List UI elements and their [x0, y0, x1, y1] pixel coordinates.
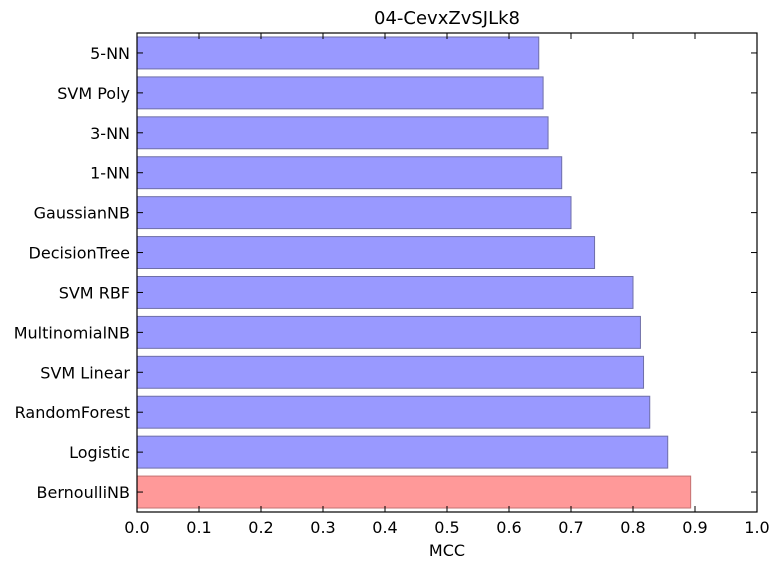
bar-svm-poly	[136, 76, 544, 110]
x-tick-label: 1.0	[744, 518, 769, 537]
x-tick-label: 0.2	[248, 518, 273, 537]
x-tick-label: 0.3	[310, 518, 335, 537]
bar-decisiontree	[136, 236, 596, 270]
bar-logistic	[136, 435, 669, 469]
bar-1-nn	[136, 156, 563, 190]
x-tick-label: 0.7	[558, 518, 583, 537]
bar-5-nn	[136, 36, 540, 70]
y-tick-label: MultinomialNB	[14, 323, 130, 342]
y-tick-label: BernoulliNB	[37, 483, 130, 502]
x-tick-label: 0.5	[434, 518, 459, 537]
y-tick-label: GaussianNB	[34, 204, 130, 223]
plot-frame	[136, 32, 758, 513]
y-axis: 5-NN SVM Poly 3-NN 1-NN GaussianNB DecisionTr…	[14, 44, 757, 502]
x-tick-label: 0.9	[682, 518, 707, 537]
bar-svm-linear	[136, 355, 645, 389]
y-tick-label: RandomForest	[15, 403, 130, 422]
x-tick-label: 0.8	[620, 518, 645, 537]
chart-title: 04-CevxZvSJLk8	[374, 8, 520, 29]
bar-svm-rbf	[136, 275, 634, 309]
x-axis-label: MCC	[429, 541, 465, 560]
y-tick-label: 1-NN	[90, 164, 130, 183]
y-tick-label: 3-NN	[90, 124, 130, 143]
y-tick-label: SVM Poly	[57, 84, 130, 103]
bar-randomforest	[136, 395, 651, 429]
x-tick-label: 0.6	[496, 518, 521, 537]
bar-multinomialnb	[136, 315, 641, 349]
y-tick-label: SVM Linear	[40, 363, 130, 382]
y-tick-label: 5-NN	[90, 44, 130, 63]
y-tick-label: DecisionTree	[29, 244, 130, 263]
x-axis: 0.0 0.1 0.2 0.3 0.4 0.5 0.6 0.7 0.8 0.9 1.0	[124, 33, 770, 537]
bars-group	[136, 36, 692, 509]
y-tick-label: SVM RBF	[59, 283, 130, 302]
y-tick-label: Logistic	[69, 443, 130, 462]
x-tick-label: 0.1	[186, 518, 211, 537]
bar-bernoullinb	[136, 475, 692, 509]
x-tick-label: 0.0	[124, 518, 149, 537]
bar-gaussiannb	[136, 196, 572, 230]
bar-3-nn	[136, 116, 549, 150]
x-tick-label: 0.4	[372, 518, 397, 537]
